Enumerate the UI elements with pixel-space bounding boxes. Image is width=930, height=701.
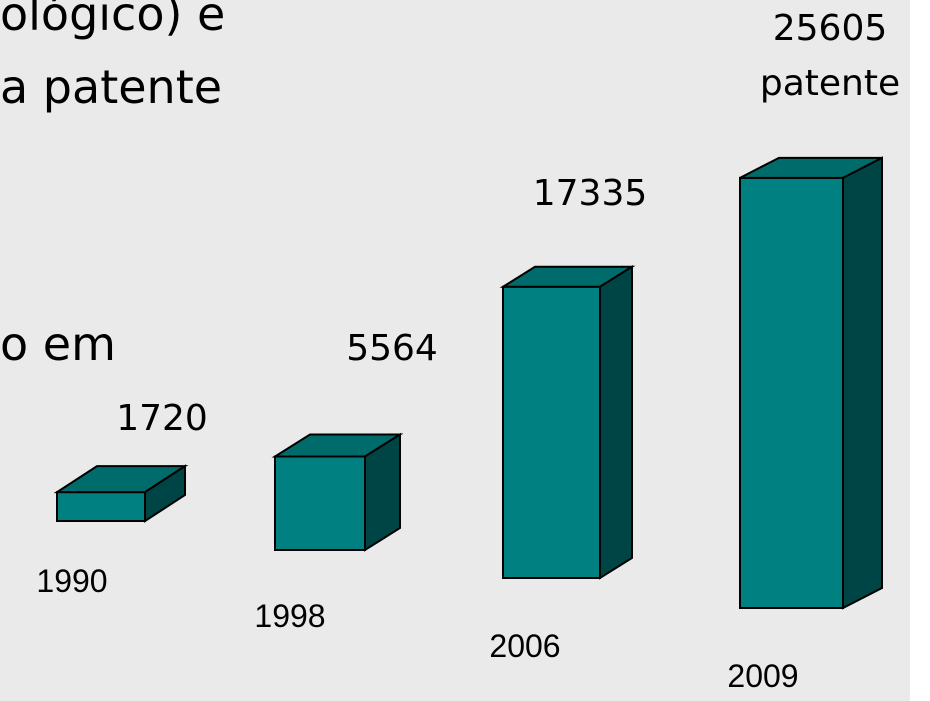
bar [271,432,404,552]
slide-text: a patente [0,60,222,114]
bar-side [599,264,633,580]
bar [739,156,883,610]
bar-front [502,285,601,579]
value-label: 1720 [116,398,208,439]
annotation: patente [760,63,900,104]
value-label: 5564 [346,328,438,369]
bar [499,264,636,580]
slide-text: o em [0,317,116,371]
value-label: 17335 [533,173,648,214]
slide-text: ológico) e [0,0,225,41]
bar-side [144,464,186,523]
value-label: 25605 [773,8,888,49]
bar [53,464,189,523]
x-tick-label: 1990 [36,563,107,599]
x-tick-label: 2009 [727,658,798,694]
x-tick-label: 1998 [254,598,325,634]
bar-side [364,432,401,552]
bar-front [274,455,366,551]
bar-front [739,176,844,609]
bar-front [56,491,146,522]
x-tick-label: 2006 [489,628,560,664]
bar-side [842,156,883,610]
